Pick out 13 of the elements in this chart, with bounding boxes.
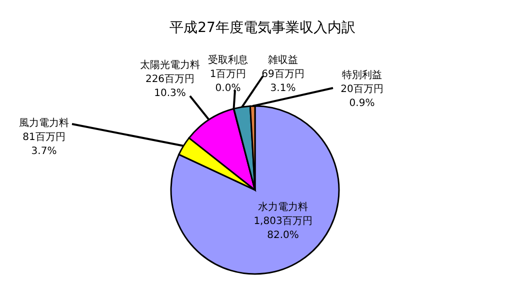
slice-label: 水力電力料 <box>258 201 308 213</box>
data-label: 1百万円 0.0% <box>210 69 246 94</box>
data-label: 20百万円 0.9% <box>340 84 384 109</box>
slice-label: 太陽光電力料 <box>140 59 200 71</box>
slice-label: 受取利息 <box>208 54 248 66</box>
slice-label: 風力電力料 <box>19 117 69 129</box>
slice-label: 雑収益 <box>268 54 298 66</box>
slice-label: 特別利益 <box>342 69 382 81</box>
data-label: 69百万円 3.1% <box>262 69 304 94</box>
data-label: 1,803百万円 82.0% <box>254 216 312 241</box>
chart-title: 平成27年度電気事業収入内訳 <box>170 20 356 36</box>
data-label: 226百万円 10.3% <box>145 74 195 99</box>
data-label: 81百万円 3.7% <box>22 132 66 157</box>
